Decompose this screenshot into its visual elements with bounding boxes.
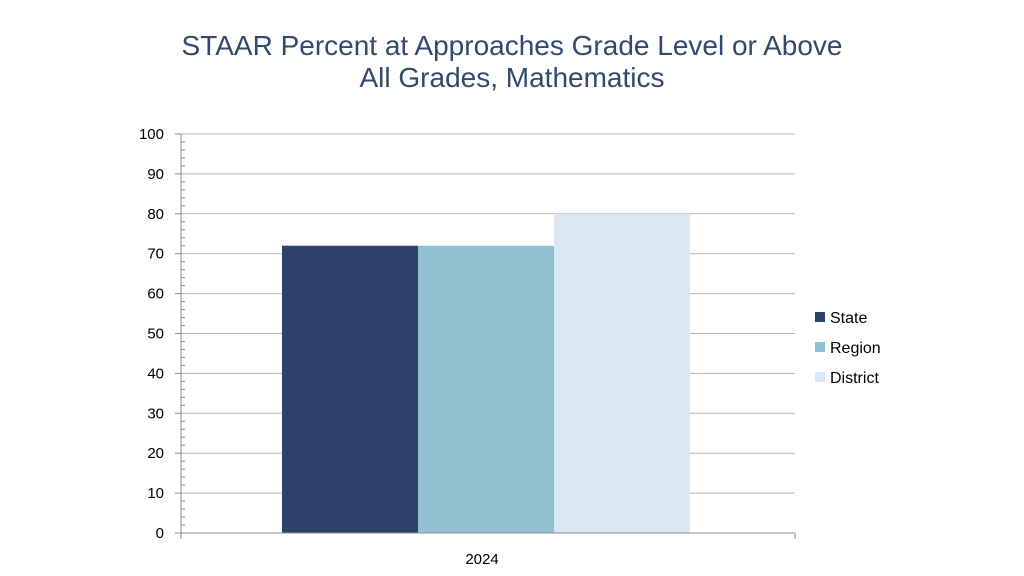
y-tick-label: 50 (147, 326, 164, 343)
legend-label-district: District (830, 370, 879, 387)
chart-title: STAAR Percent at Approaches Grade Level … (182, 30, 843, 61)
bar-district (554, 213, 690, 534)
y-tick-label: 20 (147, 445, 164, 462)
x-tick-label: 2024 (465, 551, 498, 568)
y-tick-label: 100 (139, 126, 164, 143)
legend-label-state: State (830, 310, 867, 327)
bar-state (282, 245, 418, 533)
bar-region (418, 245, 554, 533)
y-tick-label: 90 (147, 166, 164, 183)
y-tick-label: 10 (147, 485, 164, 502)
legend: State Region District (815, 310, 881, 387)
y-tick-label: 40 (147, 365, 164, 382)
y-tick-label: 70 (147, 246, 164, 263)
y-tick-label: 30 (147, 405, 164, 422)
legend-label-region: Region (830, 340, 881, 357)
axes: 0 10 20 30 40 50 60 70 80 90 100 2024 (139, 126, 796, 568)
chart-subtitle: All Grades, Mathematics (360, 62, 665, 93)
y-tick-label: 80 (147, 206, 164, 223)
y-tick-label: 0 (156, 525, 164, 542)
bars (282, 213, 690, 534)
legend-swatch-region (815, 342, 825, 352)
y-tick-label: 60 (147, 286, 164, 303)
legend-swatch-district (815, 372, 825, 382)
legend-swatch-state (815, 312, 825, 322)
